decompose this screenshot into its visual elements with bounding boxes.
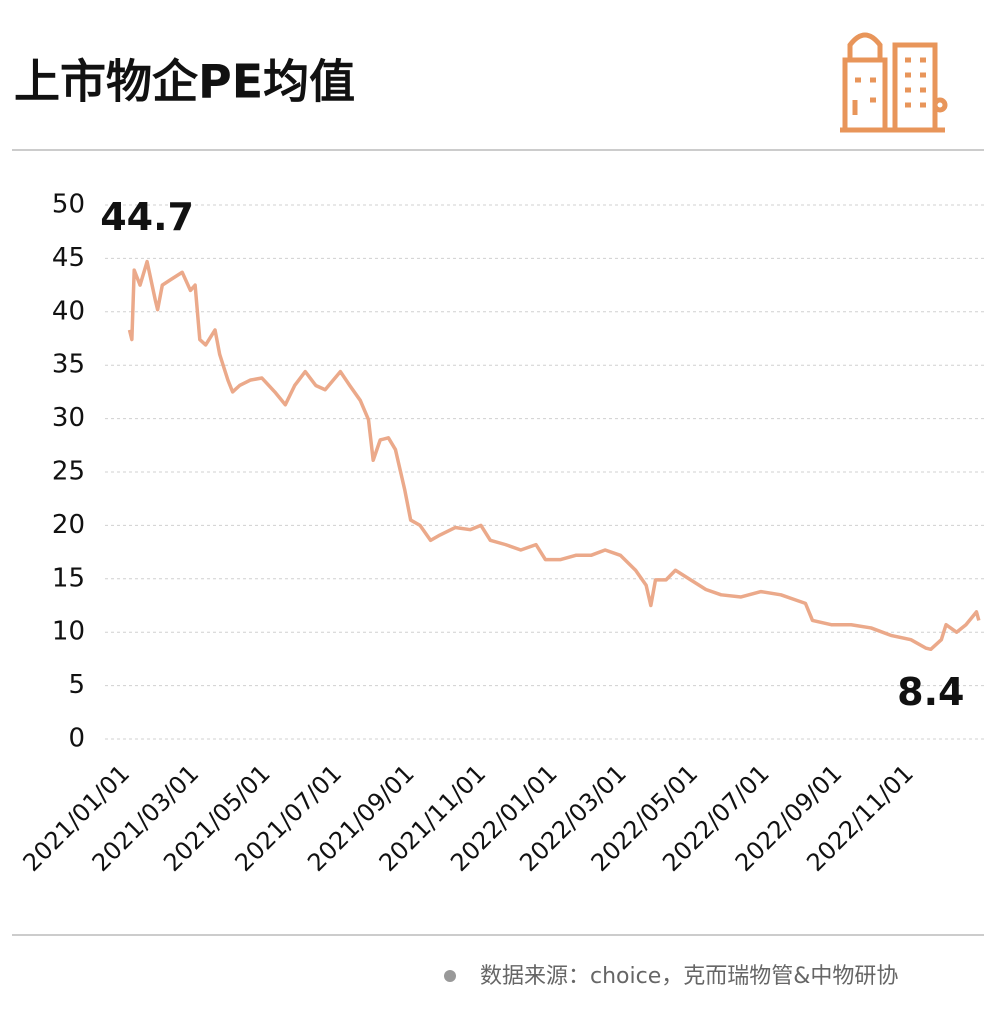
source-note: 数据来源：choice，克而瑞物管&中物研协 [480, 964, 898, 989]
icon [840, 32, 948, 133]
y-tick-label: 15 [52, 563, 85, 593]
y-tick-label: 25 [52, 457, 85, 487]
y-tick-label: 0 [68, 724, 85, 754]
y-tick-label: 35 [52, 350, 85, 380]
y-tick-label: 20 [52, 510, 85, 540]
y-tick-label: 30 [52, 403, 85, 433]
y-tick-label: 10 [52, 617, 85, 647]
y-tick-label: 5 [68, 670, 85, 700]
y-tick-label: 40 [52, 296, 85, 326]
annotation: 8.4 [897, 670, 964, 714]
y-tick-label: 50 [52, 190, 85, 220]
line-series [127, 259, 981, 652]
annotation: 44.7 [100, 195, 194, 239]
bullet [444, 970, 456, 982]
y-tick-label: 45 [52, 243, 85, 273]
chart-title: 上市物企PE均值 [14, 55, 355, 109]
